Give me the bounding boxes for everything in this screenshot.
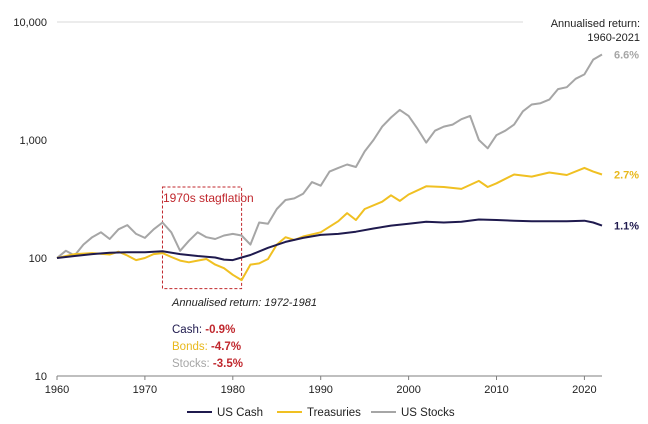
header-annotation-line-1: Annualised return: xyxy=(551,18,640,30)
end-label-us-stocks: 6.6% xyxy=(614,50,639,62)
end-label-us-cash: 1.1% xyxy=(614,221,639,233)
stat-cash-label: Cash: xyxy=(172,324,205,336)
stat-cash: Cash: -0.9% xyxy=(172,324,235,336)
stat-bonds: Bonds: -4.7% xyxy=(172,341,241,353)
legend-label-treasuries: Treasuries xyxy=(307,407,361,419)
stat-cash-value: -0.9% xyxy=(205,324,235,336)
y-tick-label: 10 xyxy=(35,371,47,383)
stat-bonds-label: Bonds: xyxy=(172,341,211,353)
y-axis-ticks: 10 100 1,000 10,000 xyxy=(13,17,47,383)
y-tick-label: 1,000 xyxy=(19,135,47,147)
x-axis: 1960 1970 1980 1990 2000 2010 2020 xyxy=(45,375,602,396)
x-tick-label: 2020 xyxy=(572,384,596,396)
period-stats: Cash: -0.9% Bonds: -4.7% Stocks: -3.5% xyxy=(172,324,243,370)
series-layer xyxy=(56,53,603,282)
end-label-treasuries: 2.7% xyxy=(614,170,639,182)
series-line-treasuries xyxy=(56,166,603,282)
legend-label-us-cash: US Cash xyxy=(217,407,263,419)
stagflation-box-layer xyxy=(161,186,243,290)
x-tick-label: 2000 xyxy=(396,384,420,396)
x-tick-label: 1990 xyxy=(308,384,332,396)
stat-stocks-value: -3.5% xyxy=(213,358,243,370)
x-tick-label: 2010 xyxy=(484,384,508,396)
period-caption: Annualised return: 1972-1981 xyxy=(171,297,317,309)
x-tick-label: 1980 xyxy=(221,384,245,396)
legend-label-us-stocks: US Stocks xyxy=(401,407,455,419)
y-tick-label: 100 xyxy=(29,253,47,265)
x-tick-label: 1960 xyxy=(45,384,69,396)
end-labels: 1.1% 2.7% 6.6% xyxy=(614,50,639,233)
y-tick-label: 10,000 xyxy=(13,17,47,29)
series-line-us-stocks xyxy=(56,53,603,259)
header-annotation-line-2: 1960-2021 xyxy=(587,32,640,44)
stat-stocks: Stocks: -3.5% xyxy=(172,358,243,370)
x-tick-label: 1970 xyxy=(133,384,157,396)
stat-bonds-value: -4.7% xyxy=(211,341,241,353)
stagflation-box xyxy=(161,186,243,290)
stat-stocks-label: Stocks: xyxy=(172,358,213,370)
legend: US Cash Treasuries US Stocks xyxy=(187,407,455,419)
series-line-us-cash xyxy=(56,218,603,262)
stagflation-label: 1970s stagflation xyxy=(163,191,254,205)
